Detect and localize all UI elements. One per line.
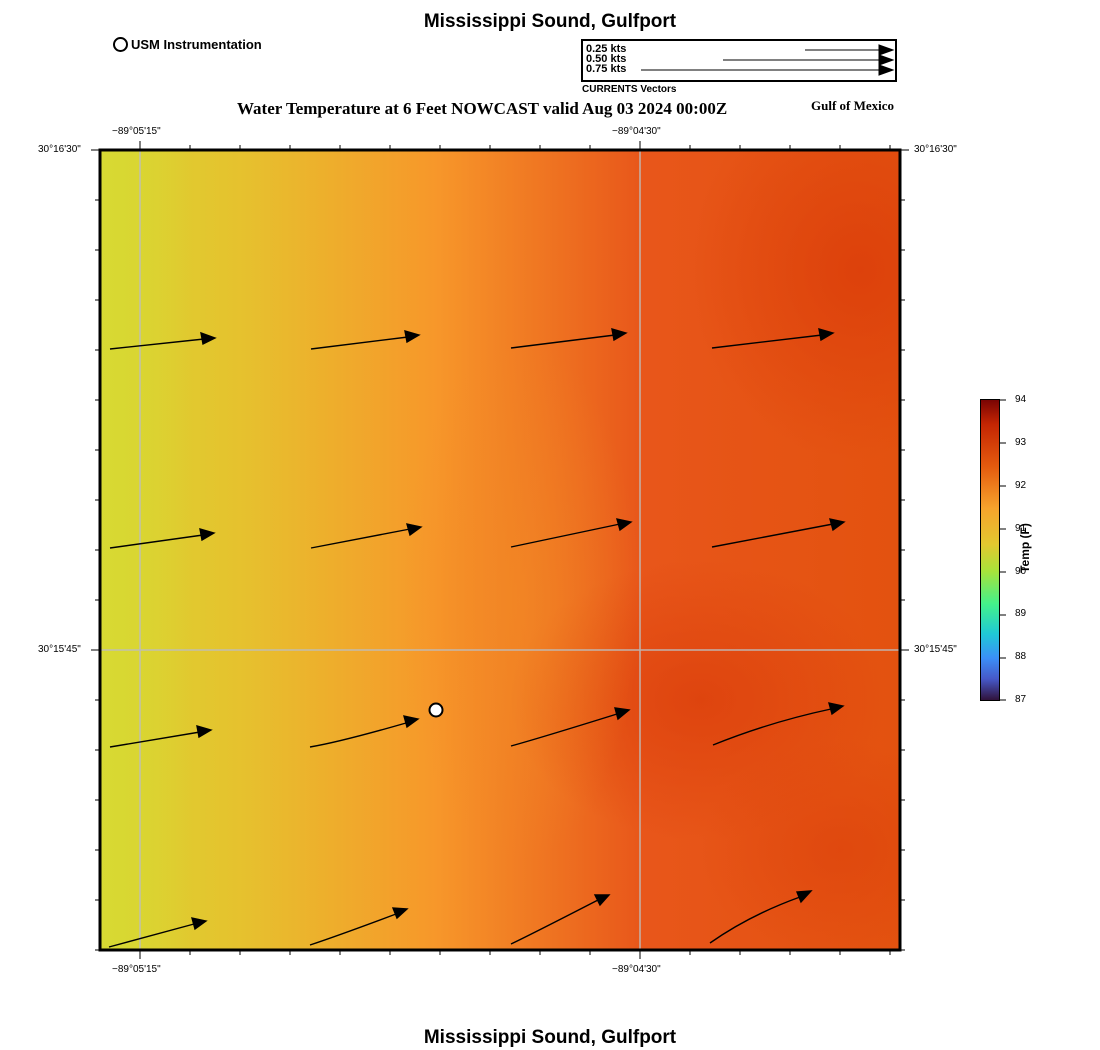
vector-key-050: 0.50 kts (586, 53, 627, 65)
lat-label-right-1: 30°16'30" (914, 144, 957, 155)
region-label: Gulf of Mexico (811, 98, 895, 113)
lon-label-top-2: −89°04'30" (612, 126, 661, 137)
vector-key-025: 0.25 kts (586, 43, 627, 55)
map-ticks (91, 141, 909, 959)
current-vector (510, 518, 633, 548)
colorbar-title: Temp (F) (1018, 523, 1032, 573)
current-vector (309, 907, 409, 946)
graticule (100, 150, 900, 950)
footer-title: Mississippi Sound, Gulfport (423, 1027, 677, 1048)
current-vector (510, 894, 611, 945)
lat-label-right-2: 30°15'45" (914, 644, 957, 655)
current-vector (310, 523, 423, 549)
map-subtitle: Water Temperature at 6 Feet NOWCAST vali… (237, 99, 728, 118)
current-vector (711, 328, 835, 349)
usm-station-marker[interactable] (428, 702, 444, 718)
current-vector (108, 917, 208, 948)
colorbar-label-92: 92 (1015, 480, 1027, 491)
current-vector (510, 328, 628, 349)
vector-key-caption: CURRENTS Vectors (582, 84, 677, 95)
current-vector (109, 331, 217, 350)
vector-key-arrows (641, 44, 895, 76)
usm-legend: USM Instrumentation (113, 37, 262, 52)
usm-legend-label: USM Instrumentation (131, 37, 262, 52)
current-vector (310, 330, 421, 350)
current-vector (510, 707, 631, 747)
lon-label-bottom-1: −89°05'15" (112, 964, 161, 975)
colorbar (980, 399, 1000, 701)
usm-marker-icon (113, 37, 128, 52)
vector-key-075: 0.75 kts (586, 63, 627, 75)
lat-label-left-2: 30°15'45" (38, 644, 81, 655)
lon-label-bottom-2: −89°04'30" (612, 964, 661, 975)
colorbar-label-90: 90 (1015, 566, 1027, 577)
colorbar-label-94: 94 (1015, 394, 1027, 405)
lon-label-top-1: −89°05'15" (112, 126, 161, 137)
colorbar-label-87: 87 (1015, 694, 1027, 705)
current-vector (709, 890, 813, 944)
current-vectors (108, 328, 846, 948)
current-vector (109, 725, 213, 748)
colorbar-label-88: 88 (1015, 651, 1027, 662)
current-vector (109, 528, 216, 549)
page-title: Mississippi Sound, Gulfport (423, 11, 677, 32)
temperature-map[interactable] (80, 130, 920, 970)
colorbar-label-93: 93 (1015, 437, 1027, 448)
colorbar-ticks (999, 399, 1007, 701)
current-vector (309, 715, 420, 748)
current-vector (712, 702, 845, 746)
current-vector (711, 518, 846, 548)
vector-key-box: 0.25 kts 0.50 kts 0.75 kts (581, 39, 897, 82)
colorbar-label-89: 89 (1015, 608, 1027, 619)
lat-label-left-1: 30°16'30" (38, 144, 81, 155)
colorbar-label-91: 91 (1015, 523, 1027, 534)
